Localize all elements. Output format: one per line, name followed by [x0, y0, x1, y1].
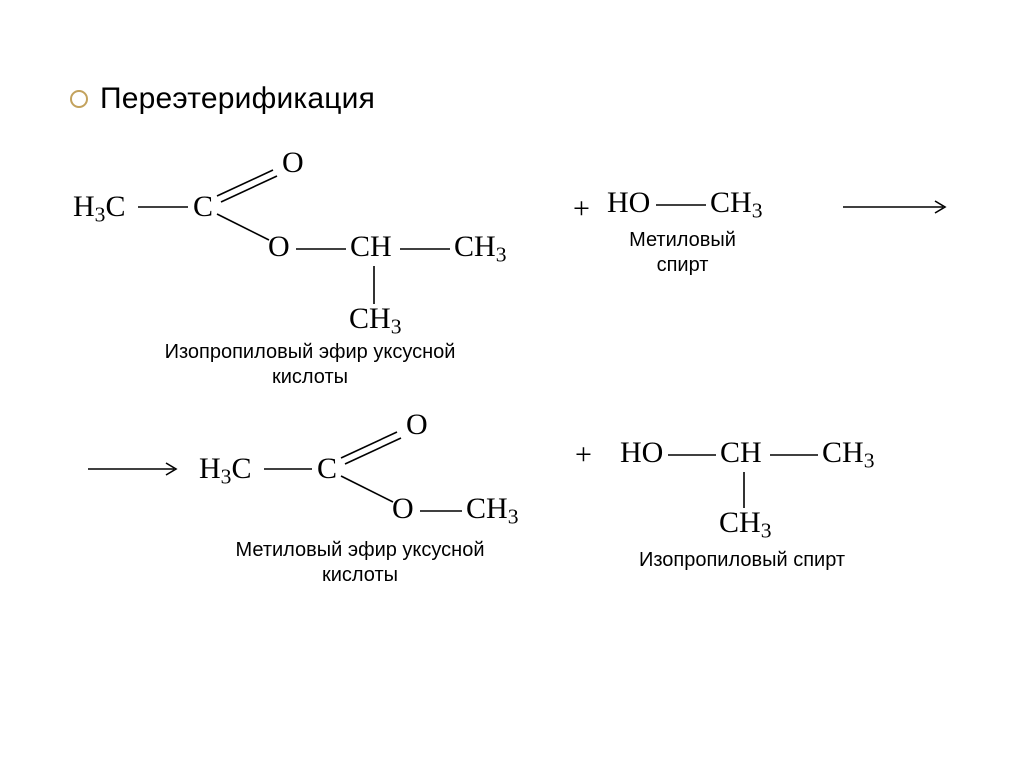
bond-icon	[138, 206, 188, 208]
r1-ch3b: CH3	[349, 302, 401, 339]
bond-icon	[420, 510, 462, 512]
bond-icon	[400, 248, 450, 250]
plus-sign: +	[575, 438, 592, 472]
p2-label: Изопропиловый спирт	[602, 548, 882, 573]
bond-icon	[743, 472, 745, 508]
bond-icon	[341, 474, 399, 510]
r2-ch3: CH3	[710, 186, 762, 223]
arrow-right-icon	[88, 462, 184, 476]
double-bond-icon	[217, 166, 287, 202]
reaction-area: H3C C O O CH CH3 CH3 + HO CH3	[0, 0, 1024, 767]
p1-label: Метиловый эфир уксуснойкислоты	[210, 538, 510, 588]
r2-ho: HO	[607, 186, 650, 220]
bond-icon	[656, 204, 706, 206]
p2-ch3a: CH3	[822, 436, 874, 473]
r1-h3c: H3C	[73, 190, 125, 227]
bond-icon	[668, 454, 716, 456]
r1-label: Изопропиловый эфир уксуснойкислоты	[150, 340, 470, 390]
p2-ho: HO	[620, 436, 663, 470]
p1-c: C	[317, 452, 337, 486]
r1-ch3a: CH3	[454, 230, 506, 267]
bond-icon	[264, 468, 312, 470]
r1-o-single: O	[268, 230, 290, 264]
bond-icon	[296, 248, 346, 250]
bond-icon	[217, 212, 275, 248]
slide: Переэтерификация H3C C O O CH CH3 CH3 + …	[0, 0, 1024, 767]
p2-ch3b: CH3	[719, 506, 771, 543]
plus-sign: +	[573, 192, 590, 226]
r1-c: C	[193, 190, 213, 224]
p2-ch: CH	[720, 436, 762, 470]
r2-label: Метиловыйспирт	[595, 228, 770, 278]
p1-ch3: CH3	[466, 492, 518, 529]
p1-o-single: O	[392, 492, 414, 526]
r1-o-double: O	[282, 146, 304, 180]
r1-ch: CH	[350, 230, 392, 264]
double-bond-icon	[341, 428, 411, 464]
bond-icon	[770, 454, 818, 456]
bond-icon	[373, 266, 375, 304]
arrow-right-icon	[843, 200, 953, 214]
p1-h3c: H3C	[199, 452, 251, 489]
p1-o-double: O	[406, 408, 428, 442]
